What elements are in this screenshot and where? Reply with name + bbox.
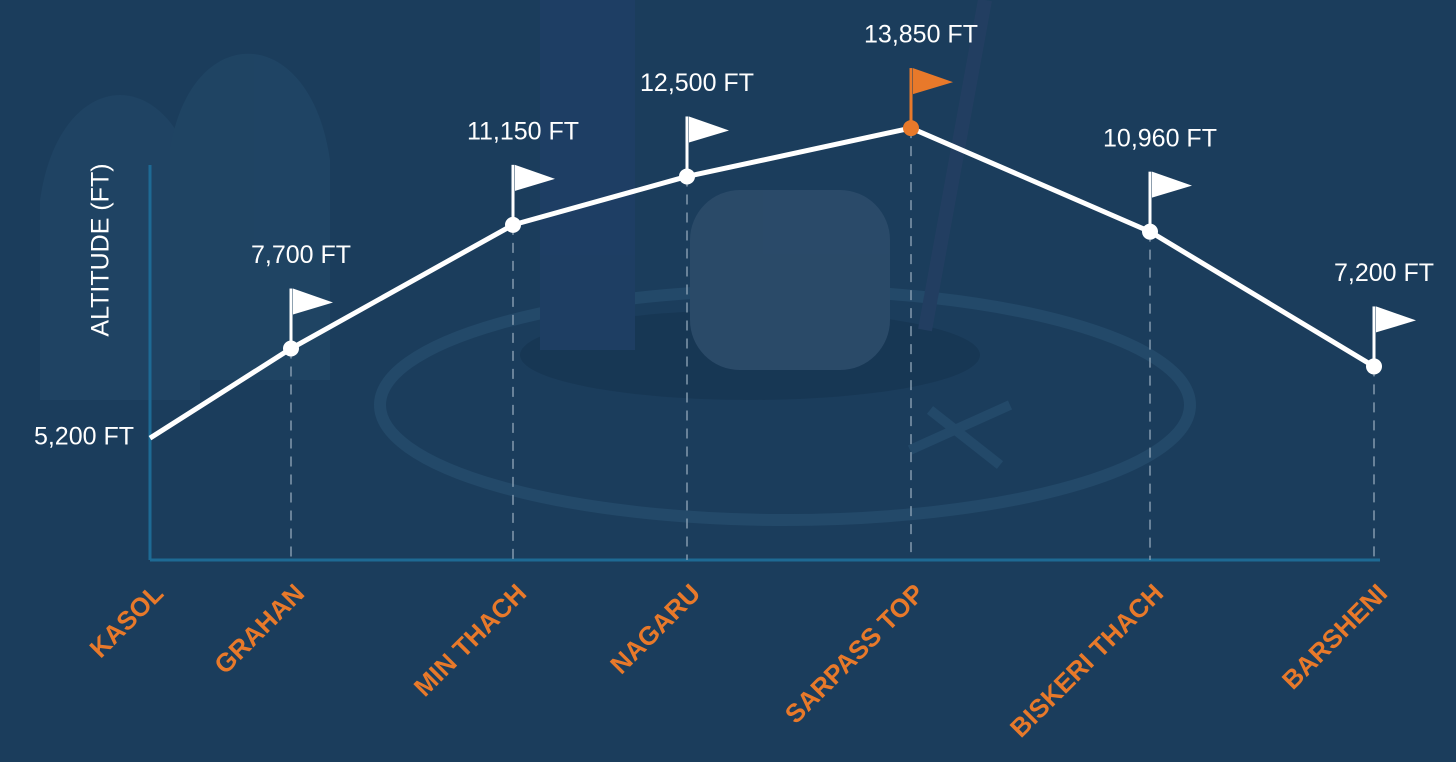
flag <box>1376 306 1416 333</box>
value-label: 11,150 FT <box>467 117 579 145</box>
x-tick-label: GRAHAN <box>208 578 310 680</box>
flag <box>293 288 333 315</box>
value-label: 7,200 FT <box>1334 259 1434 287</box>
flag <box>515 164 555 191</box>
x-tick-label: NAGARU <box>604 578 706 680</box>
value-label: 12,500 FT <box>640 69 754 97</box>
value-label: 7,700 FT <box>251 241 351 269</box>
flag <box>1152 171 1192 198</box>
x-tick-label: BARSHENI <box>1276 578 1393 695</box>
background-decoration <box>40 0 1196 526</box>
value-label: 5,200 FT <box>34 423 134 451</box>
value-label: 10,960 FT <box>1103 124 1217 152</box>
x-tick-label: MIN THACH <box>408 578 532 702</box>
y-axis-label: ALTITUDE (FT) <box>87 163 115 336</box>
x-tick-label: SARPASS TOP <box>779 578 930 729</box>
flag <box>913 68 953 95</box>
value-label: 13,850 FT <box>864 21 978 49</box>
x-tick-label: KASOL <box>84 578 170 664</box>
x-tick-label: BISKERI THACH <box>1004 578 1169 743</box>
flag <box>689 116 729 143</box>
